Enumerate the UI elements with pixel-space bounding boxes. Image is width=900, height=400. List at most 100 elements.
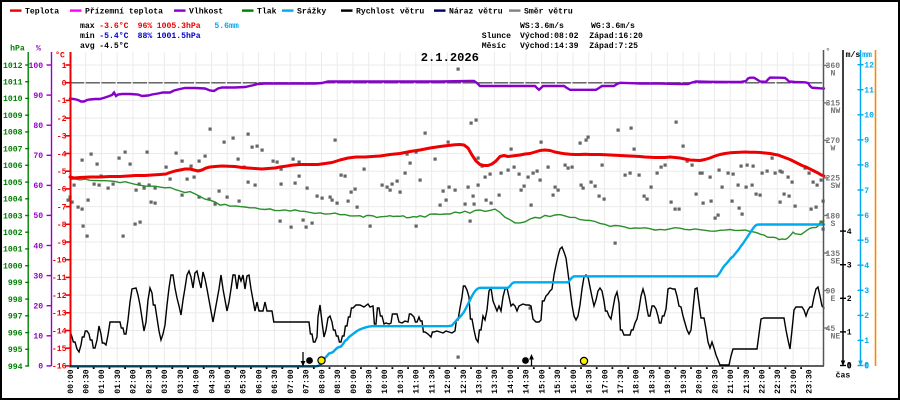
svg-text:998: 998 [8,296,23,305]
svg-text:Měsíc: Měsíc [482,41,507,51]
svg-text:20:30: 20:30 [711,369,720,394]
svg-text:96%: 96% [138,22,153,31]
svg-text:00:30: 00:30 [83,369,92,394]
svg-text:-5.4°C: -5.4°C [99,32,128,41]
svg-text:max: max [80,22,95,31]
svg-text:996: 996 [8,329,23,338]
svg-text:Západ:7:25: Západ:7:25 [589,41,638,51]
svg-text:Slunce: Slunce [482,31,511,41]
svg-text:90: 90 [33,92,43,101]
svg-text:-16: -16 [52,363,67,372]
svg-text:13:00: 13:00 [476,369,485,394]
svg-text:17:00: 17:00 [601,369,610,394]
svg-text:čas: čas [836,371,851,381]
svg-text:13:30: 13:30 [491,369,500,394]
svg-text:1009: 1009 [3,112,23,121]
svg-text:07:00: 07:00 [287,369,296,394]
svg-text:NW: NW [831,107,841,116]
svg-text:04:30: 04:30 [208,369,217,394]
svg-text:01:30: 01:30 [114,369,123,394]
svg-text:-4.5°C: -4.5°C [99,42,128,51]
svg-text:18:00: 18:00 [633,369,642,394]
svg-text:WG:3.6m/s: WG:3.6m/s [591,21,635,31]
svg-text:11:30: 11:30 [428,369,437,394]
svg-text:-10: -10 [52,257,67,266]
svg-text:N: N [831,70,836,79]
svg-text:4: 4 [864,262,869,271]
svg-text:-8: -8 [57,221,67,230]
svg-text:03:00: 03:00 [161,369,170,394]
svg-text:hPa: hPa [10,44,25,54]
svg-text:360: 360 [826,62,841,71]
svg-text:Teplota: Teplota [25,7,59,17]
svg-text:Západ:16:20: Západ:16:20 [589,31,643,41]
svg-text:08:30: 08:30 [334,369,343,394]
svg-text:1001.5hPa: 1001.5hPa [157,31,201,41]
svg-text:80: 80 [33,122,43,131]
svg-text:avg: avg [80,42,95,51]
svg-text:19:30: 19:30 [680,369,689,394]
svg-text:05:00: 05:00 [224,369,233,394]
svg-text:-4: -4 [57,150,67,159]
svg-text:10:00: 10:00 [381,369,390,394]
svg-text:1: 1 [62,62,67,71]
svg-text:mm: mm [862,51,872,60]
svg-text:Přízemní teplota: Přízemní teplota [85,7,163,17]
svg-text:5.6mm: 5.6mm [214,22,239,31]
svg-text:02:30: 02:30 [145,369,154,394]
svg-text:°C: °C [55,52,65,61]
svg-text:50: 50 [33,212,43,221]
svg-text:12: 12 [864,62,874,71]
svg-text:S: S [831,220,836,229]
svg-text:-5: -5 [57,168,67,177]
svg-text:20: 20 [33,303,43,312]
svg-text:-6: -6 [57,186,67,195]
svg-text:12:30: 12:30 [460,369,469,394]
svg-text:0: 0 [847,362,852,371]
svg-text:180: 180 [826,212,841,221]
svg-text:18:30: 18:30 [648,369,657,394]
svg-text:21:00: 21:00 [727,369,736,394]
svg-text:1006: 1006 [3,162,23,171]
svg-text:225: 225 [826,175,841,184]
svg-text:1008: 1008 [3,129,23,138]
svg-text:0: 0 [62,80,67,89]
svg-text:5: 5 [864,237,869,246]
svg-text:15:00: 15:00 [538,369,547,394]
svg-text:3: 3 [864,287,869,296]
svg-text:1005: 1005 [3,179,23,188]
svg-text:60: 60 [33,182,43,191]
svg-text:06:00: 06:00 [255,369,264,394]
svg-text:-14: -14 [52,327,67,336]
svg-text:Tlak: Tlak [257,7,277,17]
svg-text:70: 70 [33,152,43,161]
svg-text:Východ:08:02: Východ:08:02 [520,31,579,41]
svg-text:0: 0 [38,363,43,372]
svg-text:21:30: 21:30 [743,369,752,394]
svg-text:Vlhkost: Vlhkost [189,7,223,17]
svg-text:Srážky: Srážky [297,7,326,17]
svg-text:NE: NE [831,332,841,341]
svg-text:-1: -1 [57,97,67,106]
svg-text:45: 45 [826,325,836,334]
svg-text:999: 999 [8,279,23,288]
svg-text:16:30: 16:30 [586,369,595,394]
svg-text:min: min [80,31,95,41]
svg-text:01:00: 01:00 [98,369,107,394]
svg-text:07:30: 07:30 [303,369,312,394]
svg-text:3: 3 [847,262,852,271]
svg-text:-12: -12 [52,292,67,301]
svg-text:2: 2 [847,295,852,304]
svg-text:0: 0 [864,362,869,371]
svg-text:SE: SE [831,257,841,266]
svg-text:-15: -15 [52,345,67,354]
svg-text:1012: 1012 [3,62,23,71]
svg-text:15:30: 15:30 [554,369,563,394]
svg-text:1003: 1003 [3,212,23,221]
svg-text:995: 995 [8,346,23,355]
svg-text:17:30: 17:30 [617,369,626,394]
svg-text:30: 30 [33,272,43,281]
svg-text:-9: -9 [57,239,67,248]
svg-text:W: W [831,145,836,154]
svg-text:1005.3hPa: 1005.3hPa [157,21,201,31]
